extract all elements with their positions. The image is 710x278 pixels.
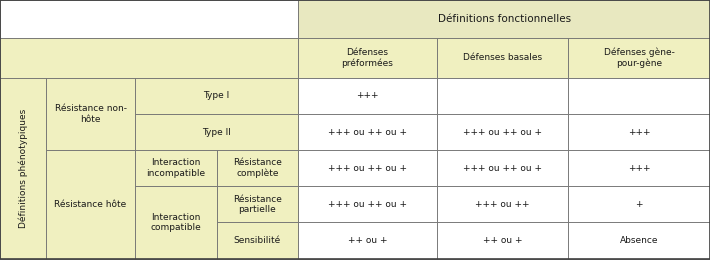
Text: +: + (635, 200, 643, 209)
Bar (217, 222, 298, 259)
Bar (437, 78, 568, 114)
Text: +++ ou ++ ou +: +++ ou ++ ou + (328, 164, 407, 173)
Bar (568, 38, 710, 78)
Text: Défenses basales: Défenses basales (463, 53, 542, 62)
Text: +++ ou ++: +++ ou ++ (475, 200, 530, 209)
Bar (437, 38, 568, 78)
Text: Résistance
complète: Résistance complète (233, 158, 282, 178)
Bar (135, 186, 217, 259)
Bar (298, 150, 437, 186)
Bar (298, 78, 437, 114)
Text: +++: +++ (628, 128, 650, 136)
Text: Interaction
compatible: Interaction compatible (151, 213, 201, 232)
Bar (135, 78, 298, 114)
Text: Défenses gène-
pour-gène: Défenses gène- pour-gène (604, 48, 674, 68)
Bar (568, 78, 710, 114)
Bar (0, 78, 46, 259)
Bar (298, 222, 437, 259)
Bar (437, 186, 568, 222)
Text: Type II: Type II (202, 128, 231, 136)
Text: ++ ou +: ++ ou + (483, 236, 522, 245)
Bar (568, 222, 710, 259)
Text: +++ ou ++ ou +: +++ ou ++ ou + (328, 200, 407, 209)
Bar (217, 186, 298, 222)
Text: +++: +++ (356, 91, 378, 100)
Bar (135, 114, 298, 150)
Text: Définitions fonctionnelles: Définitions fonctionnelles (437, 14, 571, 24)
Text: Type I: Type I (204, 91, 229, 100)
Bar (437, 222, 568, 259)
Bar (568, 150, 710, 186)
Text: +++ ou ++ ou +: +++ ou ++ ou + (328, 128, 407, 136)
Text: Sensibilité: Sensibilité (234, 236, 281, 245)
Text: +++ ou ++ ou +: +++ ou ++ ou + (463, 128, 542, 136)
Bar (437, 150, 568, 186)
Bar (437, 114, 568, 150)
Bar (298, 38, 437, 78)
Text: ++ ou +: ++ ou + (348, 236, 387, 245)
Bar (135, 150, 217, 186)
Bar (46, 78, 135, 150)
Bar (0, 0, 298, 38)
Bar (568, 114, 710, 150)
Text: +++ ou ++ ou +: +++ ou ++ ou + (463, 164, 542, 173)
Text: Résistance non-
hôte: Résistance non- hôte (55, 104, 126, 124)
Bar (298, 114, 437, 150)
Text: +++: +++ (628, 164, 650, 173)
Bar (298, 0, 710, 38)
Text: Définitions phénotypiques: Définitions phénotypiques (18, 109, 28, 228)
Text: Défenses
préformées: Défenses préformées (342, 48, 393, 68)
Text: Résistance
partielle: Résistance partielle (233, 195, 282, 214)
Bar (46, 150, 135, 259)
Bar (568, 186, 710, 222)
Text: Interaction
incompatible: Interaction incompatible (146, 158, 205, 178)
Bar (217, 150, 298, 186)
Text: Absence: Absence (620, 236, 658, 245)
Bar (298, 186, 437, 222)
Bar (0, 38, 298, 78)
Text: Résistance hôte: Résistance hôte (55, 200, 126, 209)
